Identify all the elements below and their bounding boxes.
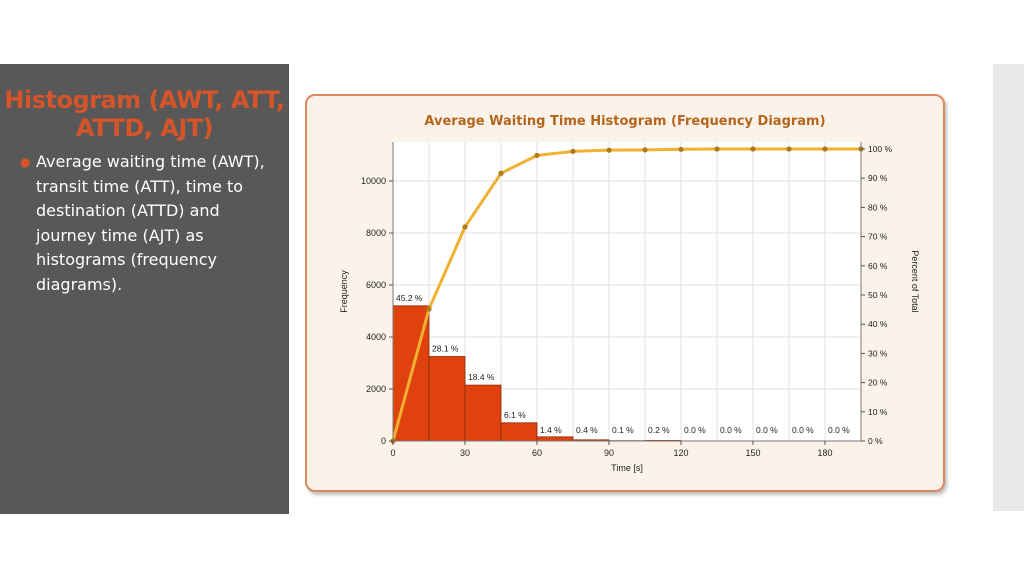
y2-tick-label: 70 % bbox=[868, 232, 888, 242]
y2-tick-label: 0 % bbox=[868, 436, 883, 446]
cumulative-point bbox=[678, 146, 684, 152]
cumulative-point bbox=[498, 170, 504, 176]
bar-label: 0.0 % bbox=[684, 425, 706, 435]
bar-label-background bbox=[610, 424, 640, 435]
y2-tick-label: 20 % bbox=[868, 378, 888, 388]
bar-label: 28.1 % bbox=[432, 344, 459, 354]
bar-label-background bbox=[394, 291, 424, 303]
y-tick-label: 0 bbox=[381, 436, 386, 446]
cumulative-point bbox=[570, 148, 576, 154]
bullet-icon: ● bbox=[20, 155, 31, 169]
bar-label: 0.0 % bbox=[828, 425, 850, 435]
bar-label: 0.1 % bbox=[612, 425, 634, 435]
y2-tick-label: 50 % bbox=[868, 290, 888, 300]
x-axis-title: Time [s] bbox=[611, 463, 643, 473]
histogram-bar bbox=[464, 384, 502, 442]
y2-tick-label: 10 % bbox=[868, 407, 888, 417]
bar-label: 45.2 % bbox=[396, 293, 423, 303]
cumulative-point bbox=[462, 224, 468, 230]
bar-label-background bbox=[826, 424, 856, 435]
bar-label: 0.0 % bbox=[792, 425, 814, 435]
bar-label: 0.2 % bbox=[648, 425, 670, 435]
bar-label-background bbox=[574, 424, 604, 435]
y-axis-title: Frequency bbox=[339, 270, 349, 313]
bar-label: 1.4 % bbox=[540, 425, 562, 435]
bar-label-background bbox=[502, 408, 532, 420]
bar-label: 0.0 % bbox=[756, 425, 778, 435]
x-tick-label: 30 bbox=[460, 448, 470, 458]
right-strip bbox=[993, 64, 1024, 511]
y2-tick-label: 30 % bbox=[868, 348, 888, 358]
chart-title: Average Waiting Time Histogram (Frequenc… bbox=[424, 114, 825, 129]
y-tick-label: 2000 bbox=[366, 384, 386, 394]
bar-label: 0.0 % bbox=[720, 425, 742, 435]
left-panel bbox=[0, 64, 289, 514]
y2-tick-label: 40 % bbox=[868, 319, 888, 329]
histogram-bar bbox=[536, 436, 574, 442]
y2-tick-label: 90 % bbox=[868, 173, 888, 183]
bar-label: 18.4 % bbox=[468, 372, 495, 382]
x-tick-label: 90 bbox=[604, 448, 614, 458]
y2-tick-label: 100 % bbox=[868, 144, 893, 154]
histogram-bar bbox=[428, 356, 466, 442]
bar-label-background bbox=[682, 424, 712, 435]
bar-label-background bbox=[538, 424, 568, 435]
y-tick-label: 8000 bbox=[366, 228, 386, 238]
bar-label: 0.4 % bbox=[576, 425, 598, 435]
x-tick-label: 150 bbox=[745, 448, 760, 458]
histogram-chart: Average Waiting Time Histogram (Frequenc… bbox=[339, 114, 920, 473]
y-tick-label: 10000 bbox=[361, 176, 386, 186]
x-tick-label: 180 bbox=[817, 448, 832, 458]
cumulative-line bbox=[391, 147, 861, 442]
bullet-list: ● Average waiting time (AWT), transit ti… bbox=[20, 150, 270, 297]
bar-label-background bbox=[718, 424, 748, 435]
cumulative-point bbox=[786, 146, 792, 152]
y-tick-label: 4000 bbox=[366, 332, 386, 342]
y2-tick-label: 60 % bbox=[868, 261, 888, 271]
cumulative-point bbox=[534, 152, 540, 159]
bar-label-background bbox=[790, 424, 820, 435]
bullet-text: Average waiting time (AWT), transit time… bbox=[36, 152, 265, 294]
bar-label-background bbox=[466, 371, 496, 383]
x-tick-label: 0 bbox=[390, 448, 395, 458]
histogram-bar bbox=[500, 422, 538, 442]
slide-title: Histogram (AWT, ATT, ATTD, AJT) bbox=[4, 86, 285, 142]
y2-axis-title: Percent of Total bbox=[910, 250, 920, 312]
cumulative-point bbox=[822, 146, 828, 152]
cumulative-point bbox=[606, 147, 612, 153]
bar-label-background bbox=[430, 342, 460, 354]
cumulative-point bbox=[750, 146, 756, 152]
y2-tick-label: 80 % bbox=[868, 202, 888, 212]
bar-label-background bbox=[754, 424, 784, 435]
x-tick-label: 60 bbox=[532, 448, 542, 458]
x-tick-label: 120 bbox=[673, 448, 688, 458]
cumulative-point bbox=[714, 146, 720, 152]
cumulative-point bbox=[642, 147, 648, 153]
bar-label: 6.1 % bbox=[504, 410, 526, 420]
cumulative-point bbox=[426, 306, 432, 312]
y-tick-label: 6000 bbox=[366, 280, 386, 290]
bar-label-background bbox=[646, 424, 676, 435]
